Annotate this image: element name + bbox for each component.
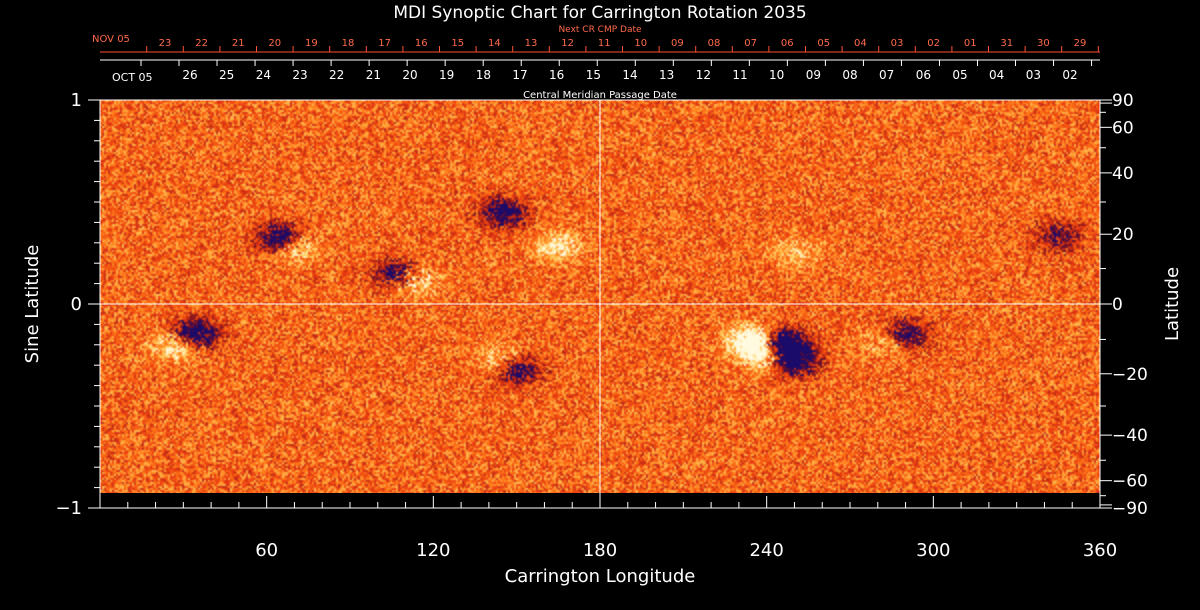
next-cr-date-label: 20 — [268, 38, 281, 49]
axis-ticks — [88, 46, 1112, 509]
next-cr-date-label: 19 — [305, 38, 318, 49]
cmp-date-label: 04 — [989, 68, 1004, 82]
cmp-date-label: 19 — [439, 68, 454, 82]
next-cr-date-label: 08 — [708, 38, 721, 49]
cmp-date-label: 10 — [769, 68, 784, 82]
cmp-date-label: 25 — [219, 68, 234, 82]
y-left-tick-label: −1 — [55, 498, 82, 519]
y-right-tick-label: 0 — [1112, 295, 1123, 315]
x-tick-label: 240 — [749, 540, 783, 561]
next-cr-date-label: 01 — [964, 38, 977, 49]
cmp-date-label: 17 — [512, 68, 527, 82]
cmp-date-label: 20 — [402, 68, 417, 82]
cmp-date-label: 03 — [1026, 68, 1041, 82]
cmp-date-label: 21 — [366, 68, 381, 82]
cmp-date-label: 26 — [182, 68, 197, 82]
x-tick-label: 180 — [583, 540, 617, 561]
x-axis-title: Carrington Longitude — [505, 566, 696, 587]
next-cr-date-label: 02 — [927, 38, 940, 49]
next-cr-date-label: 09 — [671, 38, 684, 49]
cmp-axis-label: Central Meridian Passage Date — [523, 90, 677, 101]
x-tick-label: 120 — [416, 540, 450, 561]
chart-title: MDI Synoptic Chart for Carrington Rotati… — [393, 3, 806, 23]
cmp-date-label: 13 — [659, 68, 674, 82]
axis-labels: 60 120 180 240 300 36010−1906040200−20−40−60−… — [55, 38, 1147, 561]
cmp-date-label: 14 — [622, 68, 637, 82]
y-right-tick-label: −20 — [1112, 365, 1148, 385]
cmp-date-label: 05 — [952, 68, 967, 82]
next-cr-date-label: 12 — [561, 38, 574, 49]
cmp-date-label: 12 — [696, 68, 711, 82]
y-right-tick-label: 20 — [1112, 225, 1134, 245]
x-tick-label: 360 — [1083, 540, 1117, 561]
cmp-month-label: OCT 05 — [112, 71, 153, 84]
y-right-tick-label: −90 — [1112, 499, 1148, 519]
next-cr-date-label: 05 — [817, 38, 830, 49]
next-cr-month-label: NOV 05 — [92, 34, 130, 45]
next-cr-date-label: 14 — [488, 38, 501, 49]
cmp-date-label: 06 — [916, 68, 931, 82]
next-cr-date-label: 04 — [854, 38, 867, 49]
left-axis-title: Sine Latitude — [22, 245, 43, 364]
cmp-date-label: 08 — [842, 68, 857, 82]
cmp-date-label: 16 — [549, 68, 564, 82]
next-cr-date-label: 17 — [378, 38, 391, 49]
next-cr-date-label: 18 — [342, 38, 355, 49]
next-cr-date-label: 07 — [744, 38, 757, 49]
right-axis-title: Latitude — [1162, 267, 1183, 341]
next-cr-date-label: 10 — [634, 38, 647, 49]
next-cr-date-label: 03 — [891, 38, 904, 49]
y-right-tick-label: 90 — [1112, 91, 1134, 111]
cmp-date-label: 07 — [879, 68, 894, 82]
cmp-date-label: 02 — [1062, 68, 1077, 82]
cmp-date-label: 09 — [806, 68, 821, 82]
next-cr-date-label: 16 — [415, 38, 428, 49]
next-cr-date-label: 11 — [598, 38, 611, 49]
cmp-date-label: 23 — [292, 68, 307, 82]
next-cr-date-label: 13 — [525, 38, 538, 49]
y-left-tick-label: 1 — [71, 90, 82, 111]
y-left-tick-label: 0 — [71, 294, 82, 315]
y-right-tick-label: −40 — [1112, 426, 1148, 446]
next-cr-date-label: 23 — [159, 38, 172, 49]
cmp-date-label: 22 — [329, 68, 344, 82]
next-cr-axis-label: Next CR CMP Date — [558, 25, 642, 35]
next-cr-date-label: 21 — [232, 38, 245, 49]
x-tick-label: 60 — [255, 540, 278, 561]
y-right-tick-label: 40 — [1112, 164, 1134, 184]
next-cr-date-label: 06 — [781, 38, 794, 49]
cmp-date-label: 18 — [476, 68, 491, 82]
next-cr-date-label: 31 — [1000, 38, 1013, 49]
cmp-date-label: 15 — [586, 68, 601, 82]
cmp-date-label: 24 — [256, 68, 271, 82]
cmp-date-label: 11 — [732, 68, 747, 82]
y-right-tick-label: 60 — [1112, 118, 1134, 138]
next-cr-date-label: 29 — [1074, 38, 1087, 49]
next-cr-date-label: 30 — [1037, 38, 1050, 49]
next-cr-date-label: 22 — [195, 38, 208, 49]
x-tick-label: 300 — [916, 540, 950, 561]
y-right-tick-label: −60 — [1112, 472, 1148, 492]
next-cr-date-label: 15 — [451, 38, 464, 49]
